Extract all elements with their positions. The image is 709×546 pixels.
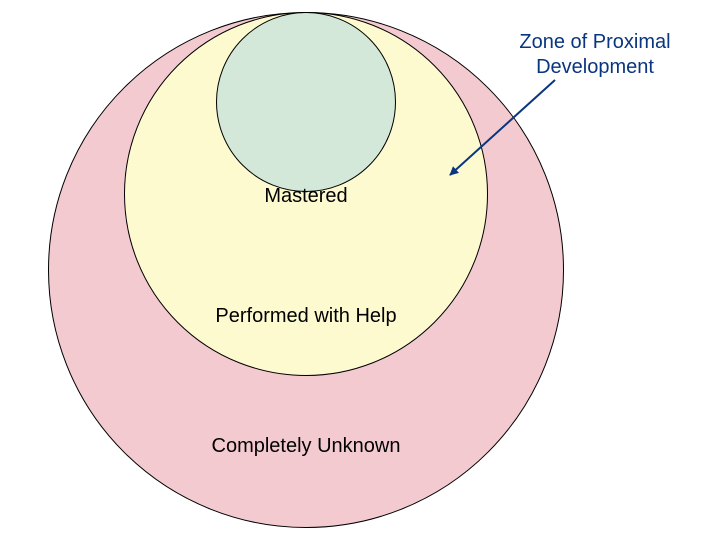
diagram-stage: Mastered Performed with Help Completely … xyxy=(0,0,709,546)
zpd-arrow xyxy=(0,0,709,546)
